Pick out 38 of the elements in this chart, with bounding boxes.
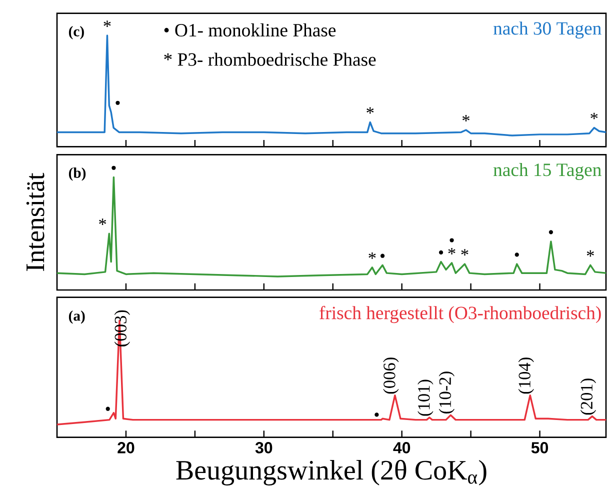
annotation: (b) <box>68 168 86 181</box>
annotation: • <box>438 250 444 255</box>
annotation: (a) <box>68 310 85 324</box>
x-tick-label: 40 <box>393 442 410 454</box>
annotation: • O1- monokline Phase <box>164 23 336 37</box>
annotation: * <box>104 20 111 27</box>
annotation: * <box>448 248 456 254</box>
annotation: • <box>116 100 120 105</box>
annotation: • <box>106 406 110 411</box>
annotation: (101) <box>418 380 434 416</box>
y-axis-title: Intensität <box>26 172 44 271</box>
annotation: (10-2) <box>438 372 455 414</box>
annotation: * <box>461 249 468 256</box>
annotation: • <box>514 252 519 257</box>
annotation: * <box>368 252 376 259</box>
annotation: (104) <box>518 358 534 394</box>
annotation: (201) <box>580 378 596 415</box>
annotation: * <box>366 107 374 114</box>
annotation: • <box>374 412 379 417</box>
annotation: • <box>112 166 116 170</box>
annotation: • <box>380 254 385 258</box>
x-tick-label: 50 <box>531 442 548 454</box>
x-axis-title: Beugungswinkel (2θ CoK$_{α}$) <box>176 460 486 486</box>
annotation: • <box>548 230 554 234</box>
annotation: (006) <box>383 358 399 394</box>
annotation: * P3- rhomboedrische Phase <box>164 52 376 66</box>
annotation: * <box>590 112 598 120</box>
x-tick-label: 30 <box>255 442 272 454</box>
chart-title: nach 15 Tagen <box>493 163 602 180</box>
annotation: • <box>450 238 454 242</box>
chart-title: nach 30 Tagen <box>493 22 602 39</box>
annotation: * <box>586 250 594 257</box>
annotation: * <box>462 115 470 122</box>
annotation: (c) <box>68 26 84 40</box>
x-tick-label: 20 <box>118 442 134 454</box>
chart-title: frisch hergestellt (O3-rhomboedrisch) <box>320 306 601 324</box>
annotation: (003) <box>114 310 130 346</box>
annotation: * <box>99 218 106 226</box>
